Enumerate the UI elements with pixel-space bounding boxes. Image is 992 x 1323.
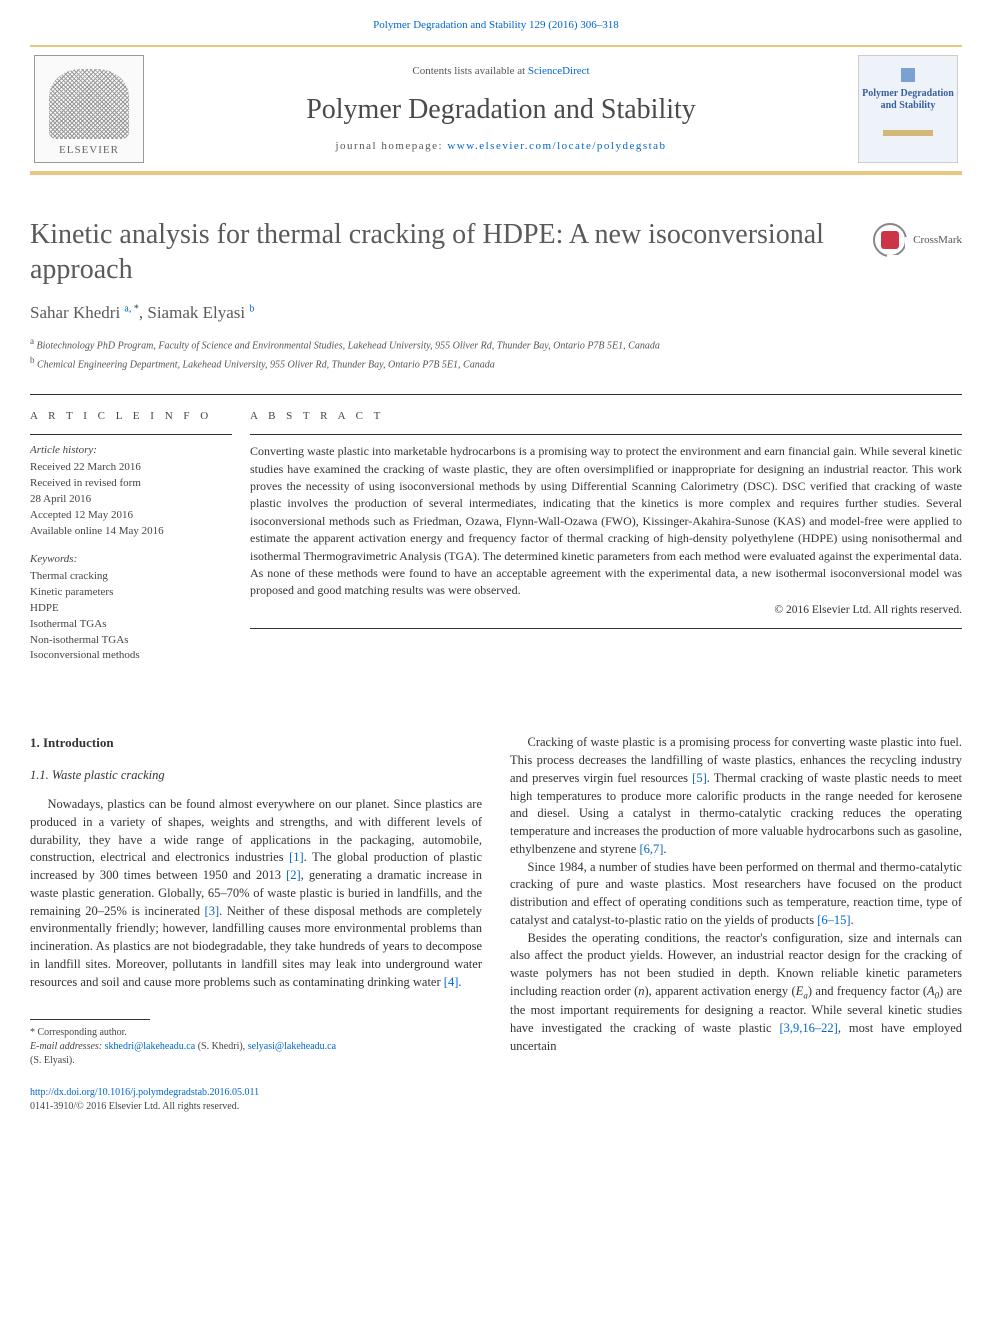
corresponding-author-note: * Corresponding author. bbox=[30, 1026, 482, 1040]
article-history-label: Article history: bbox=[30, 443, 232, 459]
history-line: Available online 14 May 2016 bbox=[30, 524, 232, 540]
keyword: HDPE bbox=[30, 601, 232, 617]
journal-homepage-line: journal homepage: www.elsevier.com/locat… bbox=[335, 139, 666, 154]
journal-name: Polymer Degradation and Stability bbox=[306, 90, 696, 129]
abstract-bottom-rule bbox=[250, 628, 962, 629]
page-footer: http://dx.doi.org/10.1016/j.polymdegrads… bbox=[30, 1086, 962, 1114]
body-paragraph: Since 1984, a number of studies have bee… bbox=[510, 859, 962, 930]
article-info-heading: A R T I C L E I N F O bbox=[30, 409, 232, 424]
footnotes: * Corresponding author. E-mail addresses… bbox=[30, 1026, 482, 1068]
body-paragraph: Cracking of waste plastic is a promising… bbox=[510, 734, 962, 858]
abstract-rule bbox=[250, 434, 962, 435]
journal-cover-thumb: Polymer Degradation and Stability bbox=[858, 55, 958, 163]
keyword: Non-isothermal TGAs bbox=[30, 633, 232, 649]
history-line: 28 April 2016 bbox=[30, 492, 232, 508]
keyword: Isothermal TGAs bbox=[30, 617, 232, 633]
abstract-copyright: © 2016 Elsevier Ltd. All rights reserved… bbox=[250, 602, 962, 618]
citation-link[interactable]: Polymer Degradation and Stability 129 (2… bbox=[373, 19, 619, 31]
homepage-prefix: journal homepage: bbox=[335, 140, 447, 152]
footnote-rule bbox=[30, 1019, 150, 1020]
affiliation-b: b Chemical Engineering Department, Lakeh… bbox=[30, 354, 962, 372]
left-column: 1. Introduction 1.1. Waste plastic crack… bbox=[30, 734, 482, 1068]
keyword: Kinetic parameters bbox=[30, 585, 232, 601]
contents-available-line: Contents lists available at ScienceDirec… bbox=[412, 64, 589, 79]
body-paragraph: Besides the operating conditions, the re… bbox=[510, 930, 962, 1056]
crossmark-icon bbox=[873, 223, 907, 257]
affiliation-a: a Biotechnology PhD Program, Faculty of … bbox=[30, 335, 962, 353]
email-addresses-line: E-mail addresses: skhedri@lakeheadu.ca (… bbox=[30, 1040, 482, 1068]
keyword: Isoconversional methods bbox=[30, 648, 232, 664]
elsevier-tree-icon bbox=[49, 69, 129, 139]
publisher-logo-box: ELSEVIER bbox=[34, 55, 144, 163]
section-1-heading: 1. Introduction bbox=[30, 734, 482, 752]
sciencedirect-link[interactable]: ScienceDirect bbox=[528, 65, 590, 77]
info-rule bbox=[30, 434, 232, 435]
author-email-link[interactable]: selyasi@lakeheadu.ca bbox=[248, 1041, 336, 1052]
right-column: Cracking of waste plastic is a promising… bbox=[510, 734, 962, 1068]
history-line: Accepted 12 May 2016 bbox=[30, 508, 232, 524]
article-info-column: A R T I C L E I N F O Article history: R… bbox=[30, 395, 250, 691]
abstract-heading: A B S T R A C T bbox=[250, 409, 962, 424]
masthead-center: Contents lists available at ScienceDirec… bbox=[144, 47, 858, 171]
body-columns: 1. Introduction 1.1. Waste plastic crack… bbox=[30, 734, 962, 1068]
history-line: Received in revised form bbox=[30, 476, 232, 492]
issn-copyright-line: 0141-3910/© 2016 Elsevier Ltd. All right… bbox=[30, 1100, 962, 1114]
doi-link[interactable]: http://dx.doi.org/10.1016/j.polymdegrads… bbox=[30, 1087, 259, 1098]
cover-title-text: Polymer Degradation and Stability bbox=[859, 88, 957, 112]
crossmark-label: CrossMark bbox=[913, 233, 962, 248]
body-paragraph: Nowadays, plastics can be found almost e… bbox=[30, 796, 482, 991]
journal-homepage-link[interactable]: www.elsevier.com/locate/polydegstab bbox=[447, 140, 666, 152]
keyword: Thermal cracking bbox=[30, 569, 232, 585]
subsection-1-1-heading: 1.1. Waste plastic cracking bbox=[30, 767, 482, 785]
article-title: Kinetic analysis for thermal cracking of… bbox=[30, 217, 853, 287]
article-history-block: Article history: Received 22 March 2016 … bbox=[30, 443, 232, 540]
cover-accent-bar bbox=[883, 130, 933, 136]
journal-masthead: ELSEVIER Contents lists available at Sci… bbox=[30, 45, 962, 175]
keywords-label: Keywords: bbox=[30, 552, 232, 568]
running-head-citation: Polymer Degradation and Stability 129 (2… bbox=[0, 0, 992, 45]
history-line: Received 22 March 2016 bbox=[30, 460, 232, 476]
crossmark-badge[interactable]: CrossMark bbox=[873, 223, 962, 257]
author-list: Sahar Khedri a, *, Siamak Elyasi b bbox=[30, 301, 962, 325]
cover-corner-icon bbox=[901, 68, 915, 82]
abstract-column: A B S T R A C T Converting waste plastic… bbox=[250, 395, 962, 691]
contents-prefix: Contents lists available at bbox=[412, 65, 527, 77]
publisher-name: ELSEVIER bbox=[59, 143, 119, 162]
info-abstract-row: A R T I C L E I N F O Article history: R… bbox=[30, 395, 962, 691]
abstract-text: Converting waste plastic into marketable… bbox=[250, 443, 962, 600]
author-email-link[interactable]: skhedri@lakeheadu.ca bbox=[105, 1041, 196, 1052]
affiliations: a Biotechnology PhD Program, Faculty of … bbox=[30, 335, 962, 372]
keywords-block: Keywords: Thermal cracking Kinetic param… bbox=[30, 552, 232, 665]
